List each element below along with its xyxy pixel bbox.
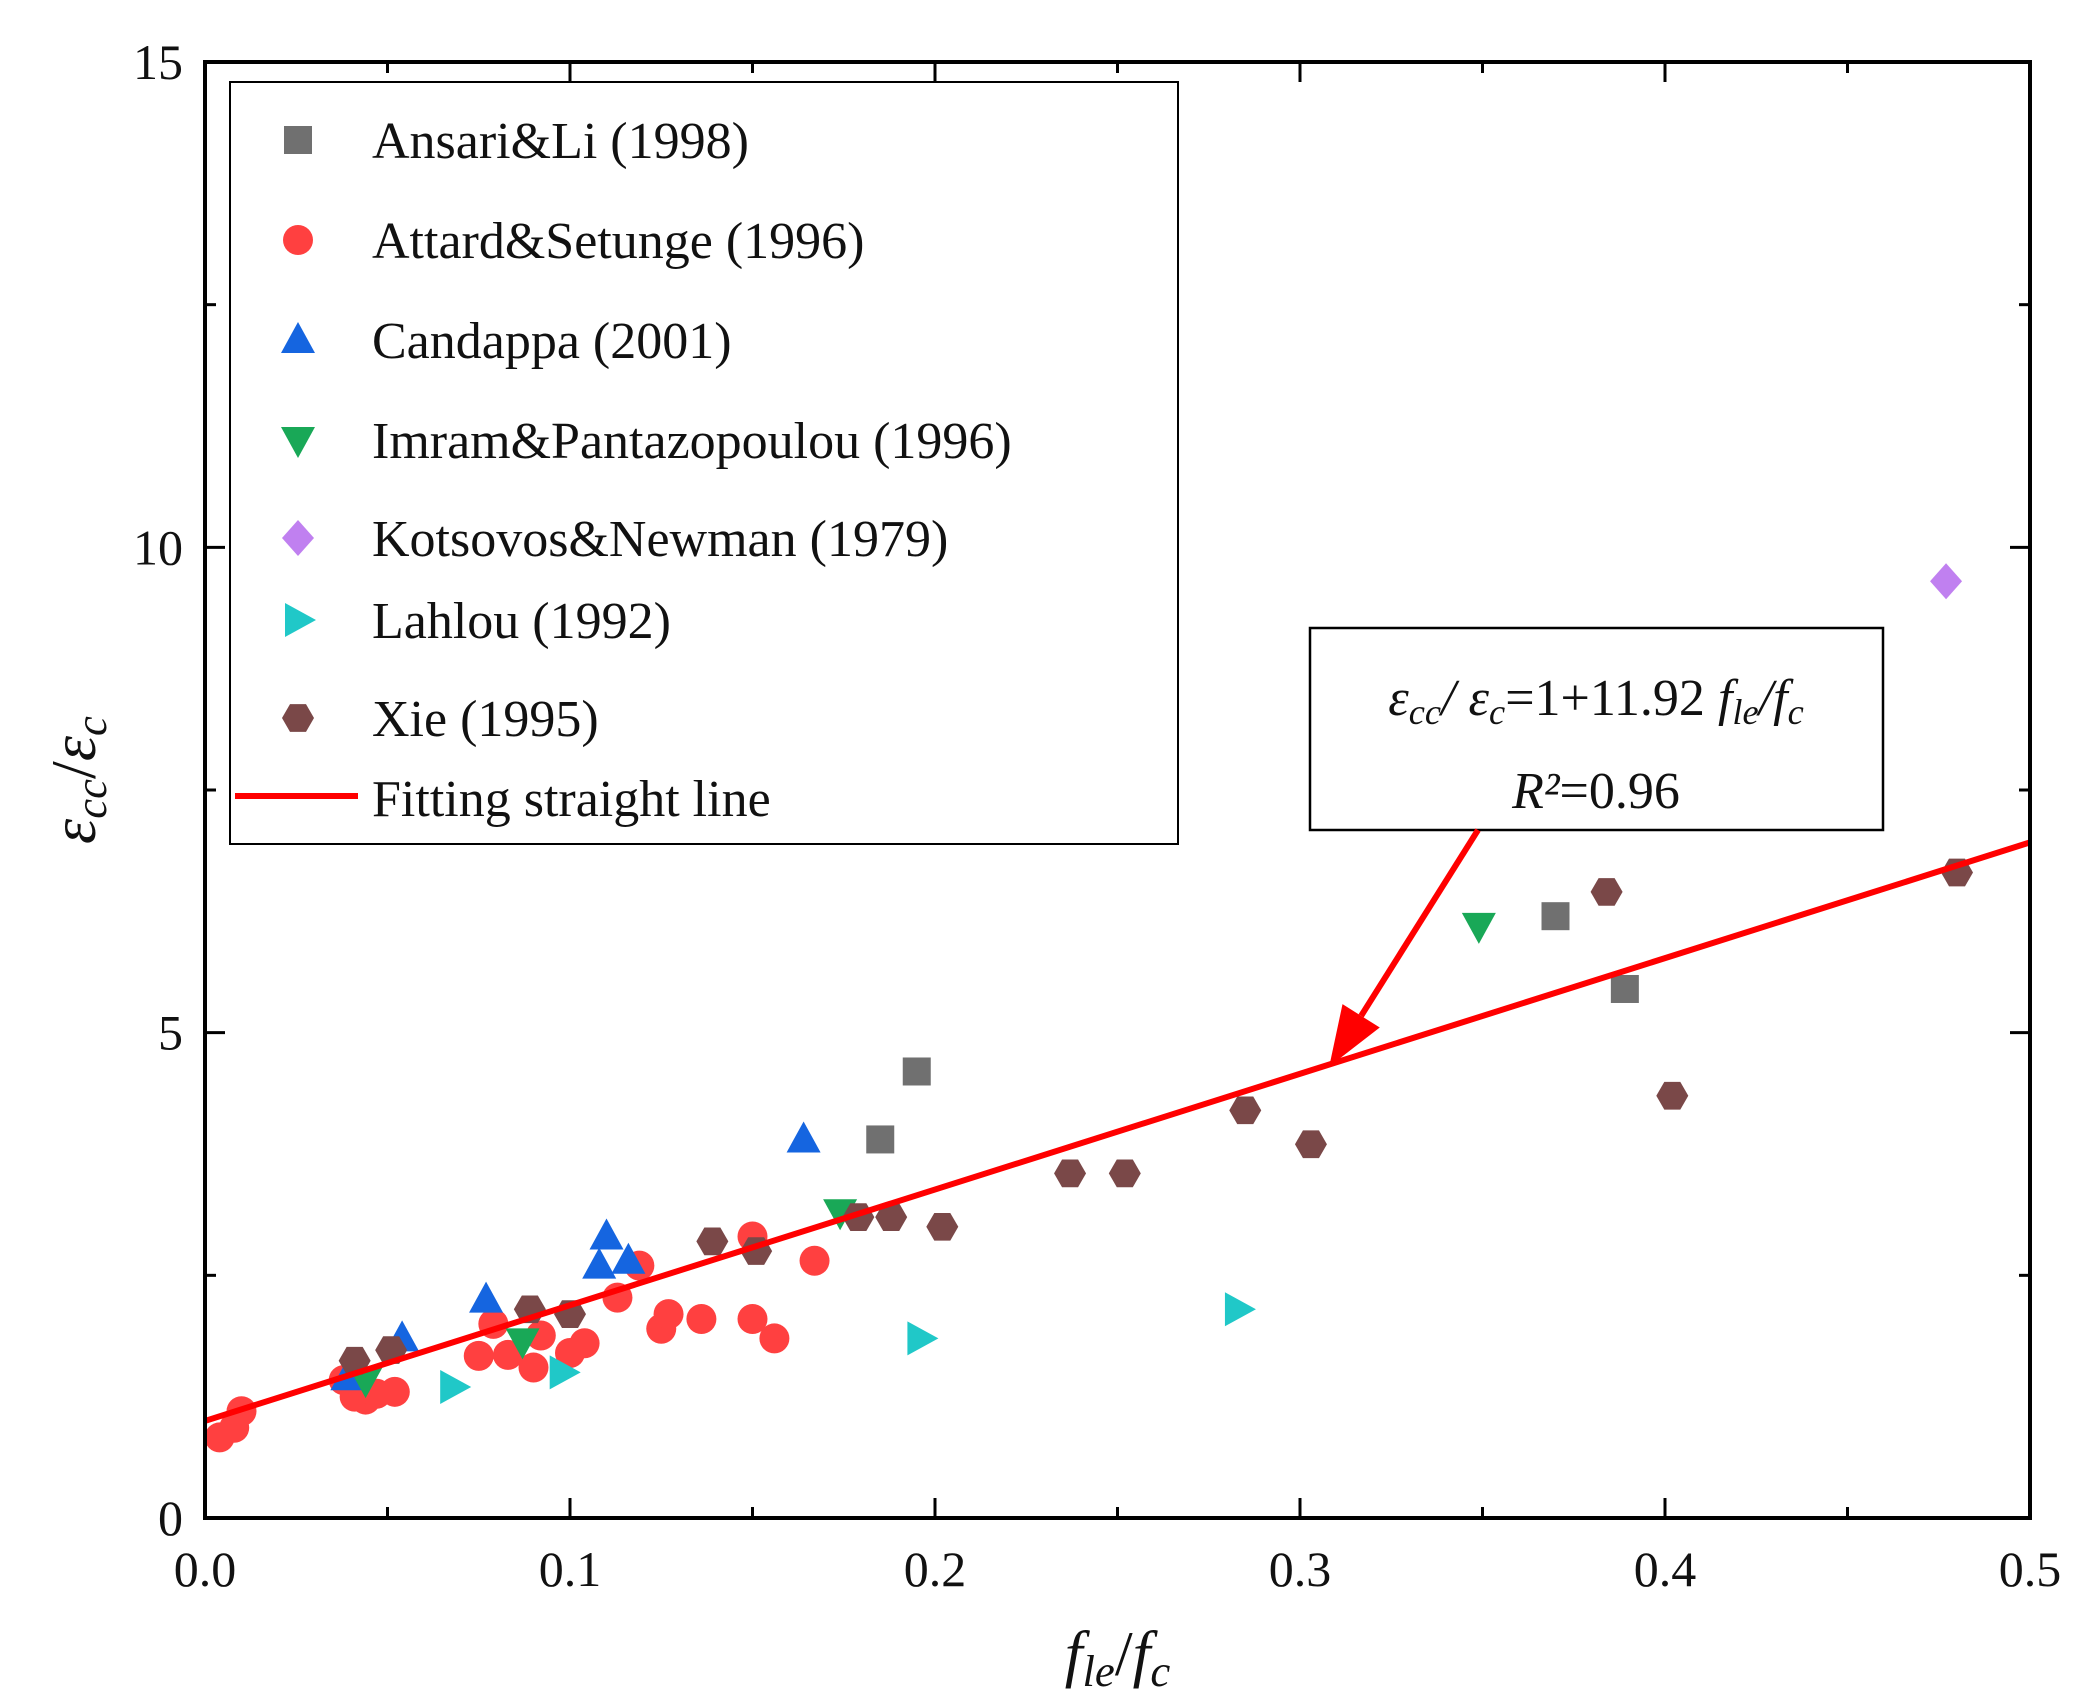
legend-label: Lahlou (1992)	[372, 593, 671, 650]
data-point	[907, 1321, 939, 1356]
series-3	[348, 912, 1496, 1399]
data-point	[338, 1346, 371, 1375]
legend-item: Kotsovos&Newman (1979)	[282, 511, 948, 568]
data-point	[1590, 878, 1623, 906]
fit-line	[204, 839, 2031, 1424]
legend-label: Kotsovos&Newman (1979)	[372, 511, 948, 568]
data-point	[1294, 1130, 1327, 1159]
y-axis-title: εcc/εc	[38, 716, 116, 844]
series-4	[1930, 563, 1963, 600]
data-point	[759, 1323, 790, 1354]
axis-ticks: 0.0 0.1 0.2 0.3 0.4 0.5 0 5 10 15	[133, 34, 2061, 1597]
legend-item-fit: Fitting straight line	[235, 771, 771, 828]
data-point	[549, 1355, 581, 1390]
data-point	[696, 1227, 729, 1256]
y-tick-label: 15	[133, 34, 183, 90]
y-tick-label: 10	[133, 519, 183, 575]
fit-line-layer	[204, 839, 2031, 1424]
legend-marker	[284, 126, 312, 154]
data-point	[1108, 1159, 1141, 1188]
data-point	[582, 1247, 617, 1279]
y-tick-label: 0	[158, 1490, 183, 1546]
data-point	[1224, 1292, 1256, 1327]
data-point	[440, 1369, 472, 1404]
fit-annotation: εcc/ εc=1+11.92 fle/fc R²=0.96	[1308, 626, 1885, 1067]
data-point	[525, 1320, 556, 1351]
x-axis-title: fle/fc	[1065, 1618, 1171, 1696]
annotation-arrow-line	[1358, 828, 1481, 1018]
data-point	[505, 1328, 540, 1360]
legend-label: Xie (1995)	[372, 691, 599, 748]
legend-box	[229, 81, 1179, 845]
data-point	[1541, 902, 1570, 931]
legend-label: Attard&Setunge (1996)	[372, 213, 864, 270]
annotation-equation: εcc/ εc=1+11.92 fle/fc	[1388, 670, 1803, 732]
legend-label: Candappa (2001)	[372, 313, 732, 370]
data-point	[1610, 974, 1639, 1003]
legend: Ansari&Li (1998) Attard&Setunge (1996) Can…	[229, 81, 1179, 845]
data-point	[653, 1299, 684, 1330]
legend-item: Lahlou (1992)	[285, 593, 671, 650]
legend-label: Ansari&Li (1998)	[372, 113, 749, 170]
x-tick-label: 0.3	[1269, 1541, 1332, 1597]
x-tick-label: 0.2	[904, 1541, 967, 1597]
legend-item: Xie (1995)	[282, 691, 599, 748]
data-point	[379, 1376, 410, 1407]
data-point	[926, 1212, 959, 1241]
y-tick-label: 5	[158, 1005, 183, 1061]
data-point	[1656, 1081, 1689, 1110]
data-point	[518, 1352, 549, 1383]
data-point	[686, 1304, 717, 1335]
data-point	[1461, 912, 1496, 944]
legend-item: Attard&Setunge (1996)	[283, 213, 864, 270]
data-point	[611, 1242, 646, 1274]
data-point	[492, 1339, 523, 1370]
plot-frame	[203, 60, 2032, 1520]
data-point	[737, 1304, 768, 1335]
data-point	[799, 1245, 830, 1276]
annotation-box	[1308, 626, 1885, 832]
data-point	[463, 1340, 494, 1371]
data-point	[875, 1203, 908, 1231]
legend-marker	[285, 603, 316, 637]
data-point	[569, 1328, 600, 1359]
legend-marker	[283, 225, 313, 255]
x-tick-label: 0.4	[1634, 1541, 1697, 1597]
x-tick-label: 0.5	[1999, 1541, 2062, 1597]
legend-marker	[282, 704, 314, 732]
annotation-arrow-head	[1329, 1004, 1380, 1067]
data-point	[1229, 1096, 1262, 1125]
data-point	[902, 1057, 931, 1086]
data-point	[1930, 563, 1963, 600]
legend-marker	[281, 322, 315, 353]
legend-label: Fitting straight line	[372, 771, 771, 828]
x-tick-label: 0.1	[539, 1541, 602, 1597]
legend-marker	[282, 520, 314, 556]
legend-item: Imram&Pantazopoulou (1996)	[281, 413, 1012, 470]
legend-marker	[281, 427, 315, 458]
series-5	[440, 1292, 1256, 1404]
legend-label: Imram&Pantazopoulou (1996)	[372, 413, 1012, 470]
annotation-r-squared: R²=0.96	[1511, 763, 1680, 820]
series-0	[866, 902, 1639, 1154]
data-point	[786, 1121, 821, 1153]
data-point	[469, 1281, 504, 1313]
data-point	[866, 1125, 895, 1154]
data-point	[589, 1218, 624, 1250]
legend-item: Ansari&Li (1998)	[284, 113, 749, 170]
x-tick-label: 0.0	[174, 1541, 237, 1597]
data-point	[1054, 1159, 1087, 1188]
legend-item: Candappa (2001)	[281, 313, 732, 370]
